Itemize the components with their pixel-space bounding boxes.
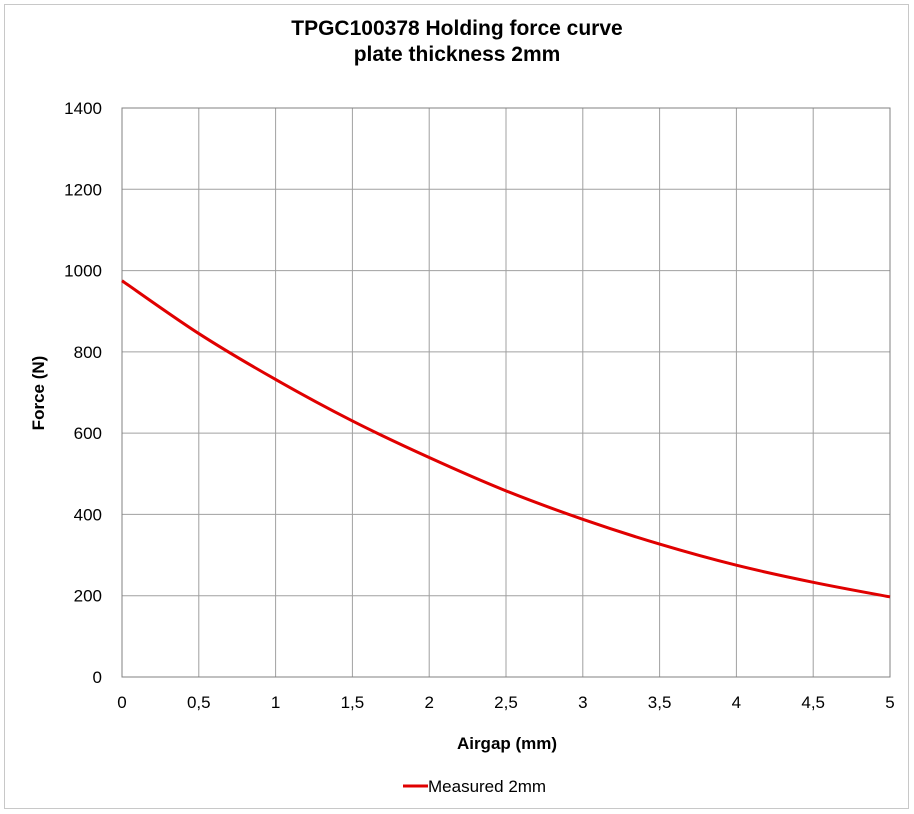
x-tick-label: 1 [271, 693, 280, 712]
x-tick-label: 0,5 [187, 693, 211, 712]
x-axis-label: Airgap (mm) [457, 734, 557, 753]
legend: Measured 2mm [403, 777, 546, 796]
y-axis-label: Force (N) [29, 356, 48, 431]
x-tick-label: 3,5 [648, 693, 672, 712]
x-tick-label: 1,5 [341, 693, 365, 712]
plot-area [121, 107, 891, 678]
x-tick-label: 3 [578, 693, 587, 712]
series-line-0 [121, 279, 891, 599]
y-tick-label: 1000 [64, 262, 102, 281]
y-tick-label: 200 [74, 587, 102, 606]
x-tick-label: 0 [117, 693, 126, 712]
x-tick-label: 4 [732, 693, 741, 712]
grid-lines [121, 107, 891, 678]
y-axis-ticks: 0 200 400 600 800 1000 1200 1400 [64, 99, 102, 687]
chart-title-line-2: plate thickness 2mm [353, 43, 561, 66]
series-layer [121, 279, 891, 599]
x-tick-label: 2,5 [494, 693, 518, 712]
y-tick-label: 1400 [64, 99, 102, 118]
y-tick-label: 400 [74, 505, 102, 524]
y-tick-label: 600 [74, 424, 102, 443]
y-tick-label: 1200 [64, 180, 102, 199]
x-tick-label: 2 [424, 693, 433, 712]
y-tick-label: 800 [74, 343, 102, 362]
chart-frame [4, 4, 909, 809]
x-axis-ticks: 0 0,5 1 1,5 2 2,5 3 3,5 4 4,5 5 [117, 693, 894, 712]
legend-label: Measured 2mm [428, 777, 546, 796]
x-tick-label: 4,5 [801, 693, 825, 712]
y-tick-label: 0 [93, 668, 102, 687]
x-tick-label: 5 [885, 693, 894, 712]
chart-title-line-1: TPGC100378 Holding force curve [291, 17, 623, 40]
